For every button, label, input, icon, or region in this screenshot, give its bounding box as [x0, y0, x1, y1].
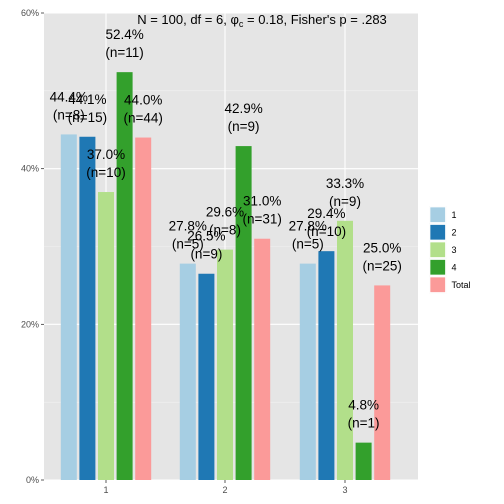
legend-swatch-1	[429, 206, 447, 224]
bar-pct-label: 29.4%	[307, 206, 345, 221]
legend-label: Total	[452, 280, 471, 290]
bar-pct-label: 52.4%	[105, 27, 143, 42]
bar-count-label: (n=15)	[68, 110, 107, 125]
bar-2-cat-2	[198, 273, 215, 480]
bar-count-label: (n=9)	[228, 119, 260, 134]
data-labels-group: 44.4%(n=8)44.1%(n=15)37.0%(n=10)52.4%(n=…	[50, 27, 402, 430]
legend-label: 4	[452, 262, 457, 272]
bar-4-cat-2	[235, 146, 252, 480]
phi-symbol: φ	[230, 12, 238, 27]
bar-4-cat-1	[116, 72, 133, 481]
bar-count-label: (n=5)	[172, 237, 204, 252]
bar-3-cat-1	[98, 192, 114, 480]
bar-count-label: (n=11)	[105, 45, 143, 60]
bar-pct-label: 25.0%	[363, 240, 401, 255]
legend-swatch-4	[429, 258, 447, 276]
bar-pct-label: 27.8%	[289, 219, 327, 234]
bar-count-label: (n=10)	[307, 224, 346, 239]
bar-pct-label: 44.1%	[68, 92, 106, 107]
bar-total-cat-2	[254, 238, 271, 480]
bar-count-label: (n=10)	[86, 165, 125, 180]
bar-count-label: (n=8)	[53, 107, 85, 122]
y-tick-label: 40%	[21, 164, 39, 174]
bar-2-cat-1	[79, 136, 96, 480]
y-tick-label: 0%	[26, 475, 39, 485]
bar-1-cat-2	[179, 263, 196, 480]
bar-3-cat-3	[337, 220, 353, 480]
legend-swatch-total	[429, 276, 447, 294]
x-tick-label: 1	[103, 485, 108, 495]
bar-2-cat-3	[318, 251, 335, 480]
legend-swatch-3	[429, 241, 447, 259]
legend-label: 2	[452, 227, 457, 237]
x-tick-label: 2	[222, 485, 227, 495]
bars-group	[60, 72, 391, 481]
bar-1-cat-1	[60, 134, 77, 481]
phi-subscript: c	[239, 19, 244, 29]
bar-count-label: (n=9)	[329, 194, 361, 209]
legend-label: 3	[452, 245, 457, 255]
bar-count-label: (n=8)	[209, 223, 241, 238]
bar-pct-label: 29.6%	[206, 205, 244, 220]
bar-count-label: (n=44)	[123, 111, 162, 126]
bar-pct-label: 4.8%	[348, 398, 379, 413]
bar-count-label: (n=9)	[190, 247, 222, 262]
stats-text: N = 100, df = 6,	[137, 12, 230, 27]
bar-count-label: (n=25)	[362, 258, 401, 273]
legend-label: 1	[452, 210, 457, 220]
bar-pct-label: 33.3%	[326, 176, 364, 191]
bar-pct-label: 37.0%	[87, 147, 125, 162]
y-axis: 0% 20% 40% 60%	[21, 8, 44, 485]
x-axis: 1 2 3	[103, 480, 348, 495]
stats-subtitle: N = 100, df = 6, φc = 0.18, Fisher's p =…	[137, 12, 387, 29]
bar-4-cat-3	[355, 442, 372, 480]
bar-pct-label: 44.4%	[50, 89, 88, 104]
bar-1-cat-3	[299, 263, 316, 480]
stats-rest: = 0.18, Fisher's p = .283	[243, 12, 386, 27]
x-tick-label: 3	[342, 485, 347, 495]
legend-swatch-2	[429, 223, 447, 241]
bar-pct-label: 31.0%	[243, 194, 281, 209]
bar-count-label: (n=1)	[348, 416, 380, 431]
bar-total-cat-3	[374, 285, 391, 480]
bar-count-label: (n=31)	[242, 212, 281, 227]
y-tick-label: 60%	[21, 8, 39, 18]
bar-count-label: (n=5)	[292, 237, 324, 252]
y-tick-label: 20%	[21, 319, 39, 329]
bar-total-cat-1	[135, 137, 152, 481]
bar-pct-label: 44.0%	[124, 93, 162, 108]
bar-3-cat-2	[217, 249, 233, 480]
bar-pct-label: 26.5%	[187, 229, 225, 244]
bar-pct-label: 42.9%	[224, 101, 262, 116]
legend: 1 2 3 4 Total	[429, 206, 471, 294]
bar-pct-label: 27.8%	[169, 219, 207, 234]
